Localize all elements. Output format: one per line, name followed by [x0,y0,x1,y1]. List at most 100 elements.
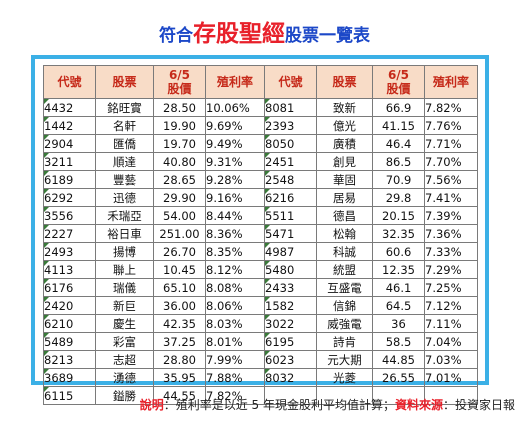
left-name-cell: 慶生 [95,314,154,333]
left-code-cell: 2227 [43,224,96,243]
table-row: 2420 新巨 36.00 8.06% 1582 信錦 64.5 7.12% [43,296,478,315]
left-price-cell: 65.10 [153,278,206,297]
right-name-cell: 華固 [316,170,373,189]
note-text: ：殖利率是以近 5 年現金股利平均值計算； [163,398,395,412]
right-code-cell: 5480 [264,260,317,279]
header-price-left: 6/5 股價 [153,65,206,99]
left-price-cell: 42.35 [153,314,206,333]
right-name-cell: 致新 [316,98,373,117]
left-name-cell: 名軒 [95,116,154,135]
left-price-cell: 28.80 [153,350,206,369]
footnote: 說明：殖利率是以近 5 年現金股利平均值計算；資料來源：投資家日報 [140,396,515,413]
left-yield-cell: 8.12% [205,260,265,279]
table-header-row: 代號 股票 6/5 股價 殖利率 代號 股票 6/5 股價 殖利率 [43,65,478,99]
table-row: 3556 禾瑞亞 54.00 8.44% 5511 德昌 20.15 7.39% [43,206,478,225]
left-yield-cell: 7.99% [205,350,265,369]
right-name-cell: 互盛電 [316,278,373,297]
right-yield-cell: 7.25% [424,278,478,297]
right-yield-cell: 7.04% [424,332,478,351]
left-code-cell: 3211 [43,152,96,171]
right-price-cell: 64.5 [372,296,425,315]
right-name-cell: 億光 [316,116,373,135]
table-row: 6176 瑞儀 65.10 8.08% 2433 互盛電 46.1 7.25% [43,278,478,297]
left-price-cell: 10.45 [153,260,206,279]
left-name-cell: 匯僑 [95,134,154,153]
left-price-cell: 29.90 [153,188,206,207]
right-code-cell: 2433 [264,278,317,297]
header-yield-right: 殖利率 [424,65,478,99]
right-name-cell: 詩肯 [316,332,373,351]
right-price-cell: 26.55 [372,368,425,387]
left-price-cell: 19.70 [153,134,206,153]
right-yield-cell: 7.12% [424,296,478,315]
right-name-cell: 信錦 [316,296,373,315]
right-yield-cell: 7.33% [424,242,478,261]
right-price-cell: 66.9 [372,98,425,117]
left-code-cell: 4432 [43,98,96,117]
right-code-cell: 8032 [264,368,317,387]
right-price-cell: 41.15 [372,116,425,135]
right-yield-cell: 7.03% [424,350,478,369]
table-row: 4432 銘旺實 28.50 10.06% 8081 致新 66.9 7.82% [43,98,478,117]
right-code-cell: 6195 [264,332,317,351]
empty-cell [424,386,478,405]
left-code-cell: 2493 [43,242,96,261]
left-price-cell: 35.95 [153,368,206,387]
table-row: 2227 裕日車 251.00 8.36% 5471 松翰 32.35 7.36% [43,224,478,243]
right-yield-cell: 7.29% [424,260,478,279]
right-code-cell: 1582 [264,296,317,315]
right-price-cell: 29.8 [372,188,425,207]
table-row: 6189 豐藝 28.65 9.28% 2548 華固 70.9 7.56% [43,170,478,189]
title-main: 存股聖經 [193,21,285,47]
left-yield-cell: 9.28% [205,170,265,189]
right-yield-cell: 7.71% [424,134,478,153]
left-code-cell: 6176 [43,278,96,297]
left-price-cell: 37.25 [153,332,206,351]
left-price-cell: 26.70 [153,242,206,261]
header-price-line1: 6/5 [387,68,410,82]
right-yield-cell: 7.41% [424,188,478,207]
right-yield-cell: 7.01% [424,368,478,387]
left-name-cell: 豐藝 [95,170,154,189]
left-price-cell: 19.90 [153,116,206,135]
right-price-cell: 60.6 [372,242,425,261]
header-code-right: 代號 [264,65,317,99]
right-code-cell: 3022 [264,314,317,333]
page-title: 符合存股聖經股票一覽表 [0,14,529,48]
left-name-cell: 新巨 [95,296,154,315]
left-yield-cell: 9.69% [205,116,265,135]
left-name-cell: 禾瑞亞 [95,206,154,225]
left-yield-cell: 7.82% [205,386,265,405]
right-name-cell: 威強電 [316,314,373,333]
right-code-cell: 5511 [264,206,317,225]
left-yield-cell: 8.06% [205,296,265,315]
right-price-cell: 44.85 [372,350,425,369]
source-label: 資料來源 [394,398,443,412]
stock-table: 代號 股票 6/5 股價 殖利率 代號 股票 6/5 股價 殖利率 4432 銘旺實 2… [43,65,478,405]
left-price-cell: 251.00 [153,224,206,243]
right-name-cell: 光菱 [316,368,373,387]
table-frame: 代號 股票 6/5 股價 殖利率 代號 股票 6/5 股價 殖利率 4432 銘旺實 2… [31,55,489,405]
header-stock-right: 股票 [316,65,373,99]
left-yield-cell: 8.03% [205,314,265,333]
title-prefix: 符合 [159,26,193,46]
right-price-cell: 70.9 [372,170,425,189]
right-yield-cell: 7.36% [424,224,478,243]
title-suffix: 股票一覽表 [285,26,370,46]
left-price-cell: 28.65 [153,170,206,189]
left-name-cell: 銘旺實 [95,98,154,117]
left-code-cell: 2904 [43,134,96,153]
header-price-line2: 股價 [167,82,192,96]
right-code-cell: 2548 [264,170,317,189]
left-price-cell: 36.00 [153,296,206,315]
right-price-cell: 36 [372,314,425,333]
left-name-cell: 彩富 [95,332,154,351]
left-code-cell: 4113 [43,260,96,279]
right-price-cell: 86.5 [372,152,425,171]
left-price-cell: 28.50 [153,98,206,117]
left-yield-cell: 9.31% [205,152,265,171]
table-row: 4113 聯上 10.45 8.12% 5480 統盟 12.35 7.29% [43,260,478,279]
left-code-cell: 3689 [43,368,96,387]
header-price-line1: 6/5 [168,68,191,82]
right-name-cell: 居易 [316,188,373,207]
